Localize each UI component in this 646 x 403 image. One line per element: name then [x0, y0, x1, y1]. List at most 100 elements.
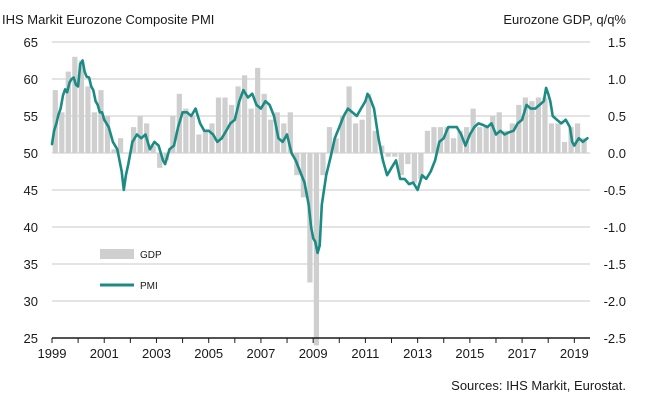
axis-layer: 65 60 55 50 45 40 35 30 25 1.5 1.0 0.5 0.0 -0.5 -1.0 -1…: [24, 35, 626, 361]
y-right-tick-label: 1.5: [608, 35, 626, 50]
y-left-tick-label: 45: [24, 183, 38, 198]
x-tick-label: 2013: [403, 346, 432, 361]
y-right-tick-label: -1.0: [604, 220, 626, 235]
gdp-bar: [157, 153, 163, 168]
gdp-bar: [581, 138, 587, 153]
gdp-bar: [222, 97, 228, 153]
grid-layer: [52, 41, 590, 339]
y-left-tick-label: 55: [24, 109, 38, 124]
legend: GDP PMI: [100, 249, 162, 292]
gdp-bar: [385, 153, 391, 157]
y-right-tick-label: -0.5: [604, 183, 626, 198]
pmi-line-layer: [50, 59, 589, 255]
gdp-bars: [52, 56, 587, 346]
gdp-bar: [170, 116, 176, 153]
gdp-bar: [542, 97, 548, 153]
gdp-bar: [372, 130, 378, 153]
gdp-bar: [477, 127, 483, 153]
gdp-bar: [418, 153, 424, 179]
y-left-tick-label: 30: [24, 294, 38, 309]
legend-pmi-label: PMI: [140, 281, 158, 292]
gdp-bar: [444, 127, 450, 153]
gdp-bar: [392, 153, 398, 157]
gdp-bar: [333, 138, 339, 153]
gdp-bar: [78, 60, 84, 153]
gdp-bar: [359, 119, 365, 153]
gdp-bar: [268, 119, 274, 153]
x-tick-label: 2001: [90, 346, 119, 361]
y-right-tick-label: -2.0: [604, 294, 626, 309]
gdp-bar: [59, 112, 65, 153]
gdp-bar: [202, 130, 209, 153]
gdp-bar: [398, 153, 404, 176]
gdp-bar: [516, 104, 522, 153]
y-left-tick-label: 60: [24, 72, 38, 87]
gdp-bar: [548, 123, 555, 153]
y-left-tick-label: 40: [24, 220, 38, 235]
gdp-bar: [457, 130, 463, 153]
y-right-tick-label: 0.0: [608, 146, 626, 161]
gdp-bar: [189, 116, 195, 153]
gdp-bar: [555, 123, 561, 153]
x-tick-label: 2005: [194, 346, 223, 361]
gdp-bar: [535, 97, 542, 153]
gdp-bar: [287, 112, 293, 153]
gdp-bar: [561, 141, 568, 153]
gdp-bar: [72, 56, 78, 153]
y-right-tick-label: 0.5: [608, 109, 626, 124]
chart-title-left: IHS Markit Eurozone Composite PMI: [2, 12, 214, 27]
gdp-bar: [352, 123, 359, 153]
gdp-bar: [52, 90, 58, 153]
gdp-bar: [529, 101, 535, 153]
gdp-bar: [320, 153, 326, 176]
y-left-tick-label: 35: [24, 257, 38, 272]
legend-gdp-swatch: [100, 249, 134, 259]
gdp-bar: [91, 112, 98, 153]
gdp-bar: [215, 97, 222, 153]
x-tick-label: 2007: [246, 346, 275, 361]
gdp-bar: [117, 138, 124, 153]
x-tick-label: 2019: [560, 346, 589, 361]
gdp-bar: [255, 67, 261, 153]
gdp-bar: [424, 130, 431, 153]
gdp-bar: [522, 97, 528, 153]
y-right-tick-label: 1.0: [608, 72, 626, 87]
y-right-tick-label: -1.5: [604, 257, 626, 272]
chart-source: Sources: IHS Markit, Eurostat.: [451, 378, 626, 393]
gdp-bar: [183, 108, 189, 153]
gdp-bar: [111, 149, 117, 153]
legend-gdp-label: GDP: [140, 250, 162, 261]
gdp-bar: [98, 90, 104, 153]
gdp-bar: [339, 116, 346, 153]
pmi-line: [50, 59, 589, 255]
gdp-bar: [137, 116, 143, 153]
gdp-bar: [235, 86, 241, 153]
x-tick-label: 2003: [142, 346, 171, 361]
gdp-bar: [85, 86, 91, 153]
gdp-bar: [196, 134, 202, 153]
gdp-bar: [241, 75, 248, 153]
gdp-bar: [300, 153, 306, 198]
gdp-bar: [150, 145, 156, 153]
gdp-bar: [261, 93, 267, 153]
x-tick-label: 2009: [299, 346, 328, 361]
gdp-bar: [431, 127, 437, 153]
gdp-bar: [346, 86, 352, 153]
gdp-bar: [503, 130, 509, 153]
gdp-bar: [228, 104, 235, 153]
x-tick-label: 2017: [508, 346, 537, 361]
gdp-bar: [405, 153, 411, 165]
y-left-tick-label: 25: [24, 331, 38, 346]
y-right-tick-label: -2.5: [604, 331, 626, 346]
gdp-bar: [509, 123, 515, 153]
gdp-bar: [366, 93, 372, 153]
chart-title-right: Eurozone GDP, q/q%: [503, 12, 626, 27]
gdp-bar: [65, 71, 71, 153]
y-left-tick-label: 50: [24, 146, 38, 161]
gdp-bar: [248, 108, 254, 153]
gdp-bar: [483, 127, 489, 153]
y-left-tick-label: 65: [24, 35, 38, 50]
gdp-bar: [490, 116, 496, 153]
